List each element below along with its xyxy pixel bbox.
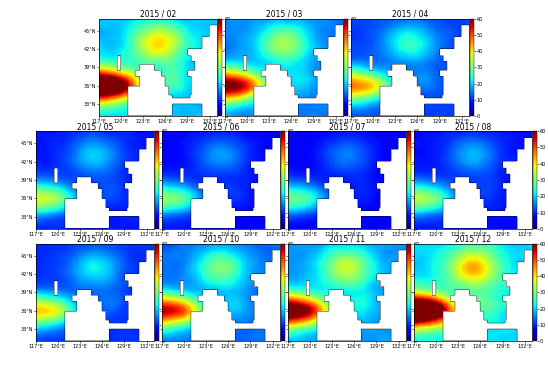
Title: 2015 / 09: 2015 / 09	[77, 234, 113, 244]
Title: 2015 / 02: 2015 / 02	[140, 10, 176, 19]
Title: 2015 / 11: 2015 / 11	[329, 234, 365, 244]
Title: 2015 / 05: 2015 / 05	[77, 122, 113, 131]
Title: 2015 / 06: 2015 / 06	[203, 122, 239, 131]
Title: 2015 / 03: 2015 / 03	[266, 10, 302, 19]
Title: 2015 / 07: 2015 / 07	[329, 122, 365, 131]
Title: 2015 / 08: 2015 / 08	[455, 122, 491, 131]
Title: 2015 / 12: 2015 / 12	[455, 234, 491, 244]
Title: 2015 / 04: 2015 / 04	[392, 10, 428, 19]
Title: 2015 / 10: 2015 / 10	[203, 234, 239, 244]
